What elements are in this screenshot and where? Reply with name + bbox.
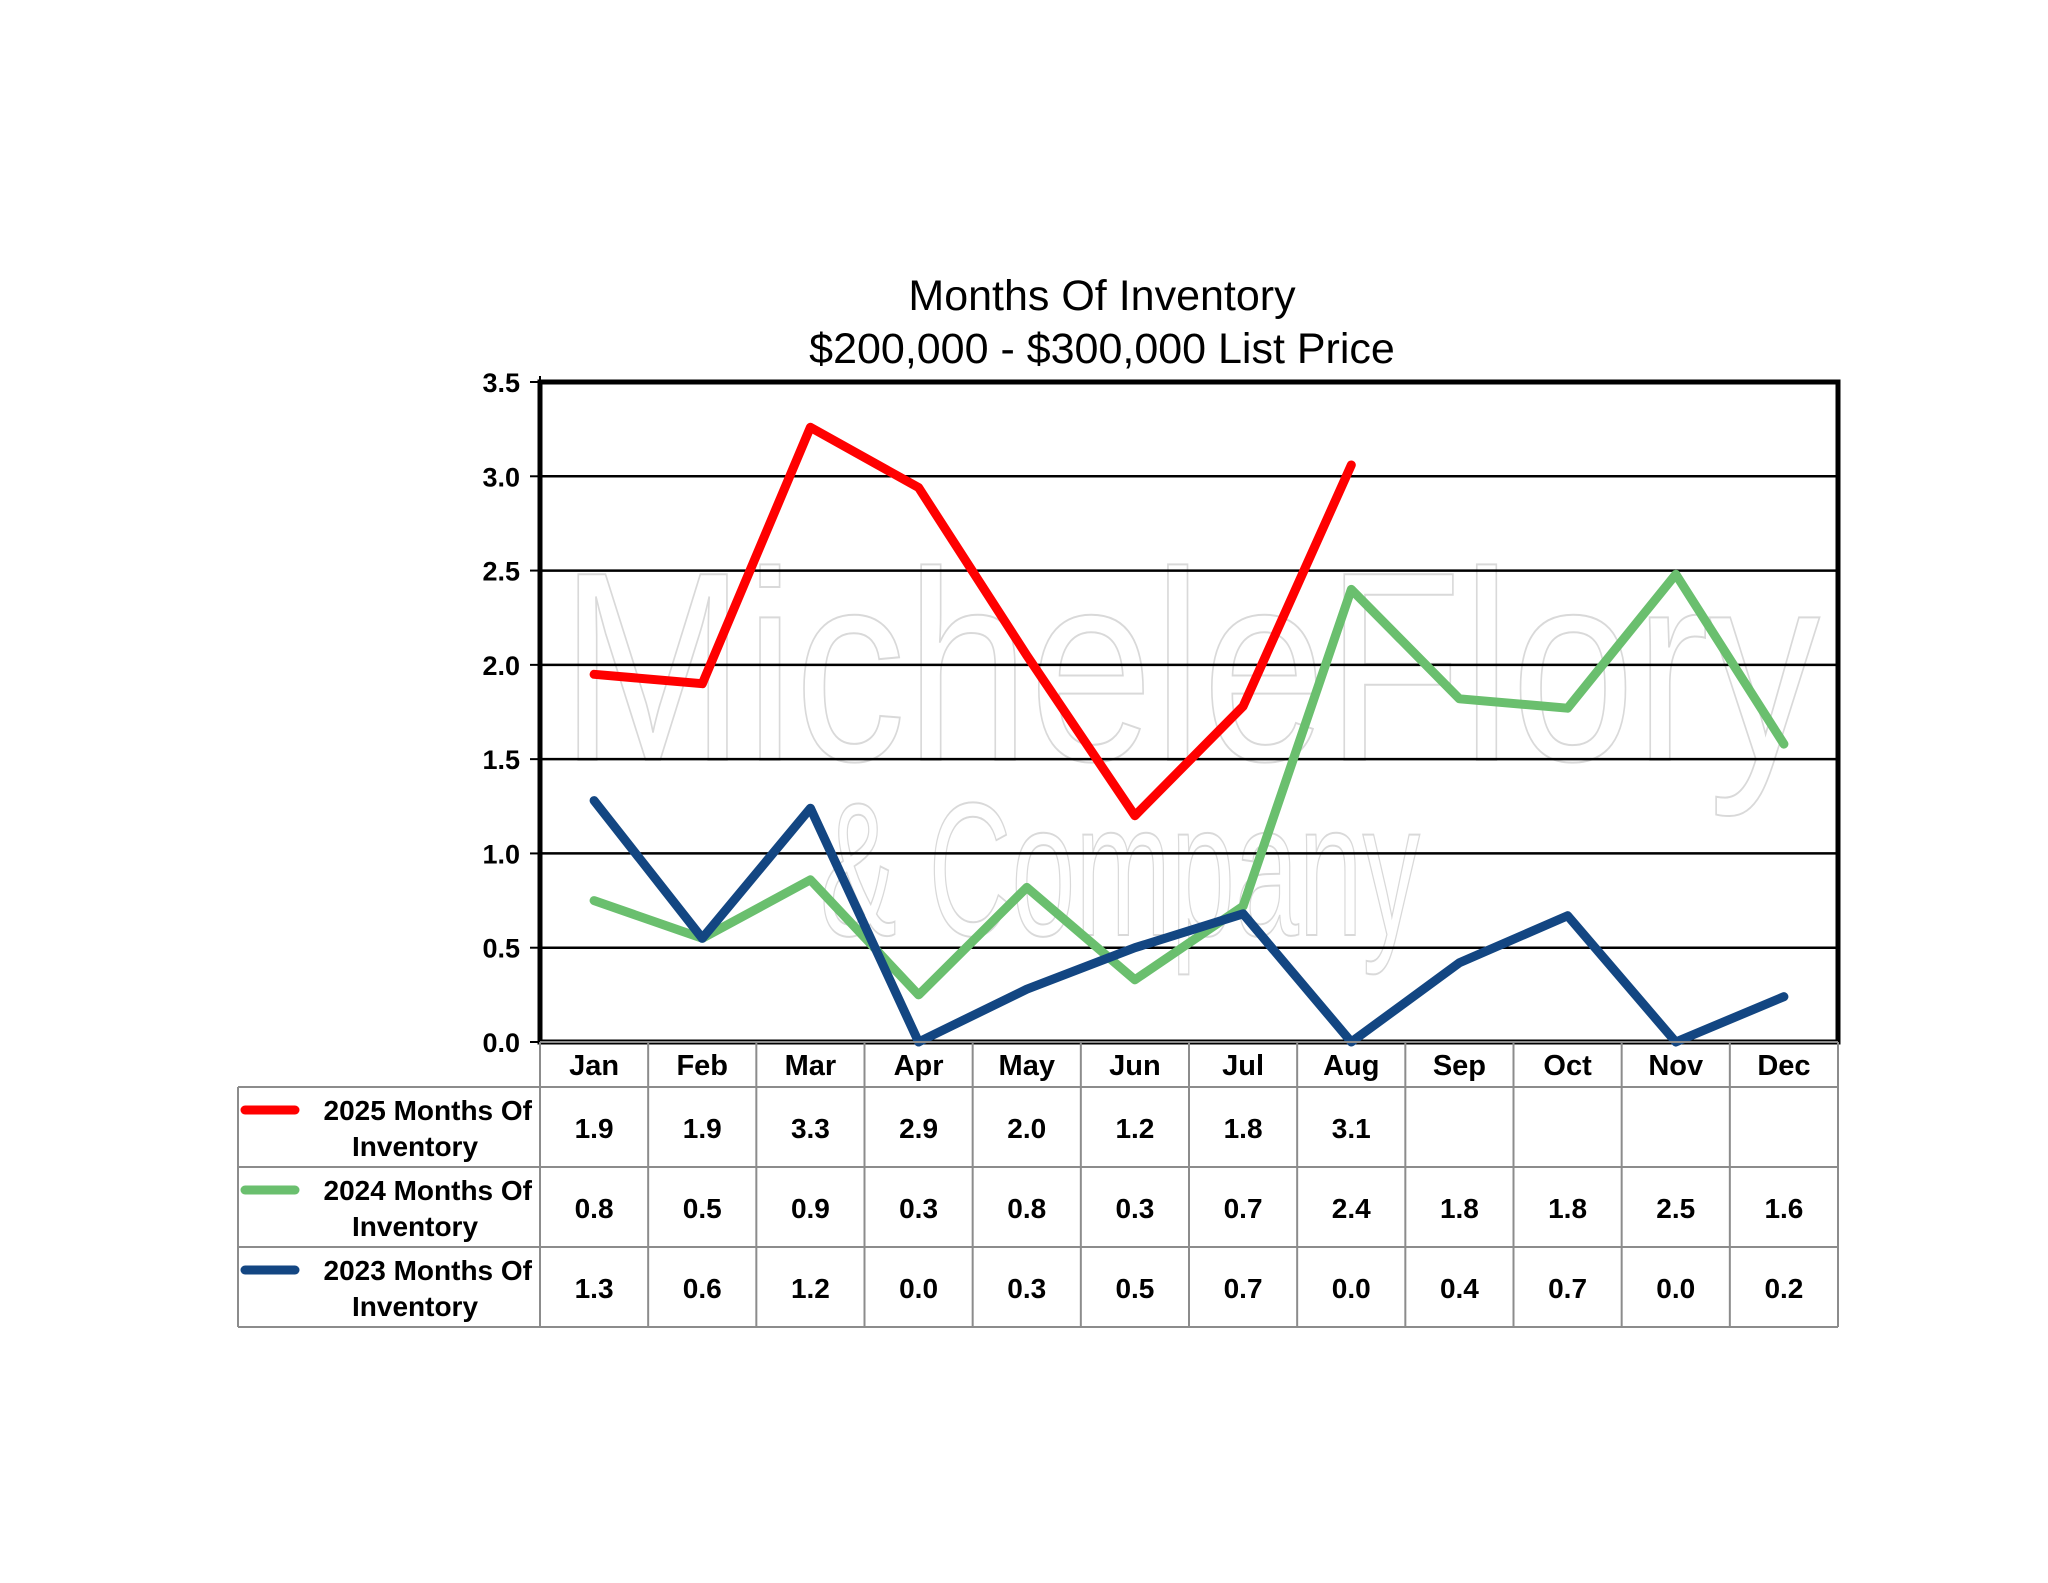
table-cell-value: 2.5	[1656, 1193, 1695, 1224]
y-tick-label: 1.5	[482, 745, 520, 775]
table-cell-value: 0.5	[1115, 1273, 1154, 1304]
table-cell-value: 2.9	[899, 1113, 938, 1144]
table-cell-value: 0.2	[1764, 1273, 1803, 1304]
y-tick-label: 3.0	[482, 462, 520, 492]
month-label: Apr	[894, 1050, 944, 1082]
table-cell-value: 0.0	[1656, 1273, 1695, 1304]
table-cell-value: 0.0	[899, 1273, 938, 1304]
data-table: Jan Feb Mar Apr May Jun Jul Aug Sep Oct Nov Dec 2025…	[237, 1041, 1839, 1328]
y-tick-label: 0.0	[482, 1028, 520, 1058]
table-cell-value: 1.8	[1548, 1193, 1587, 1224]
table-cell-value: 1.3	[575, 1273, 614, 1304]
legend-label: Inventory	[352, 1211, 478, 1242]
table-cell-value: 0.0	[1332, 1273, 1371, 1304]
y-tick-label: 0.5	[482, 934, 520, 964]
y-tick-label: 1.0	[482, 839, 520, 869]
month-label: Jun	[1109, 1050, 1161, 1082]
series-lines	[589, 422, 1789, 1047]
watermark: MicheleFlory & Company	[559, 516, 1821, 977]
y-tick-label: 3.5	[482, 368, 520, 398]
y-tick-label: 2.5	[482, 557, 520, 587]
month-label: Mar	[785, 1050, 837, 1082]
table-cell-value: 1.8	[1224, 1113, 1263, 1144]
legend-label: Inventory	[352, 1291, 478, 1322]
month-label: Aug	[1323, 1050, 1379, 1082]
table-cell-value: 1.9	[575, 1113, 614, 1144]
series-line-0	[589, 422, 1356, 821]
series-line-1	[589, 569, 1789, 1000]
table-cell-value: 0.5	[683, 1193, 722, 1224]
month-label: Feb	[676, 1050, 728, 1082]
table-cell-value: 0.3	[1115, 1193, 1154, 1224]
chart-title: Months Of Inventory	[908, 272, 1296, 320]
table-cell-value: 1.9	[683, 1113, 722, 1144]
table-cell-value: 1.6	[1764, 1193, 1803, 1224]
month-label: Sep	[1433, 1050, 1486, 1082]
legend-label: 2023 Months Of	[324, 1255, 533, 1286]
table-cell-value: 3.1	[1332, 1113, 1371, 1144]
table-cell-value: 0.6	[683, 1273, 722, 1304]
month-label: May	[999, 1050, 1055, 1082]
table-cell-value: 1.8	[1440, 1193, 1479, 1224]
table-cell-value: 1.2	[791, 1273, 830, 1304]
table-cell-value: 2.4	[1332, 1193, 1371, 1224]
month-label: Oct	[1543, 1050, 1592, 1082]
legend-label: Inventory	[352, 1131, 478, 1162]
table-cell-value: 0.7	[1548, 1273, 1587, 1304]
table-cell-value: 0.3	[1007, 1273, 1046, 1304]
month-label: Jul	[1222, 1050, 1264, 1082]
table-cell-value: 0.7	[1224, 1193, 1263, 1224]
table-cell-value: 0.9	[791, 1193, 830, 1224]
month-label: Jan	[569, 1050, 619, 1082]
month-label: Dec	[1757, 1050, 1810, 1082]
table-cell-value: 3.3	[791, 1113, 830, 1144]
table-cell-value: 1.2	[1115, 1113, 1154, 1144]
table-cell-value: 0.4	[1440, 1273, 1479, 1304]
table-cell-value: 2.0	[1007, 1113, 1046, 1144]
series-line-2	[589, 796, 1789, 1047]
table-cell-value: 0.7	[1224, 1273, 1263, 1304]
chart-subtitle: $200,000 - $300,000 List Price	[809, 325, 1395, 373]
table-cell-value: 0.8	[1007, 1193, 1046, 1224]
table-cell-value: 0.8	[575, 1193, 614, 1224]
month-label: Nov	[1648, 1050, 1703, 1082]
y-tick-label: 2.0	[482, 651, 520, 681]
legend-label: 2024 Months Of	[324, 1175, 533, 1206]
legend-label: 2025 Months Of	[324, 1095, 533, 1126]
watermark-line-1: MicheleFlory	[560, 517, 1820, 819]
table-cell-value: 0.3	[899, 1193, 938, 1224]
